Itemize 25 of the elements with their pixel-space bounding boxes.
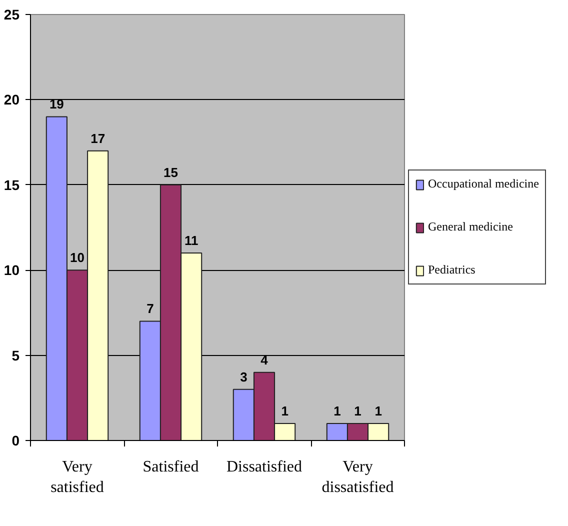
data-label: 7 <box>146 301 154 316</box>
data-label: 1 <box>334 403 341 418</box>
y-tick-label: 10 <box>4 262 20 278</box>
data-label: 1 <box>374 403 382 418</box>
data-label: 1 <box>354 403 362 418</box>
data-label: 4 <box>260 352 269 368</box>
data-label: 17 <box>90 130 106 146</box>
legend-label: General medicine <box>428 220 513 234</box>
data-label: 10 <box>70 250 84 266</box>
y-tick-label: 5 <box>12 347 20 364</box>
data-label: 19 <box>49 96 64 112</box>
data-label: 3 <box>240 369 248 384</box>
legend-label: Occupational medicine <box>428 176 539 192</box>
data-label: 15 <box>164 164 178 180</box>
data-label: 1 <box>281 403 288 418</box>
y-tick-label: 15 <box>4 176 20 193</box>
y-tick-label: 25 <box>4 6 20 22</box>
x-tick-label: Very dissatisfied <box>322 458 394 496</box>
x-tick-label: Satisfied <box>142 458 199 476</box>
y-tick-label: 0 <box>12 432 20 448</box>
x-tick-label: Very satisfied <box>50 458 104 496</box>
legend-label: Pediatrics <box>428 262 476 278</box>
data-label: 11 <box>184 233 198 248</box>
x-tick-label: Dissatisfied <box>226 458 302 476</box>
y-tick-label: 20 <box>4 92 20 108</box>
